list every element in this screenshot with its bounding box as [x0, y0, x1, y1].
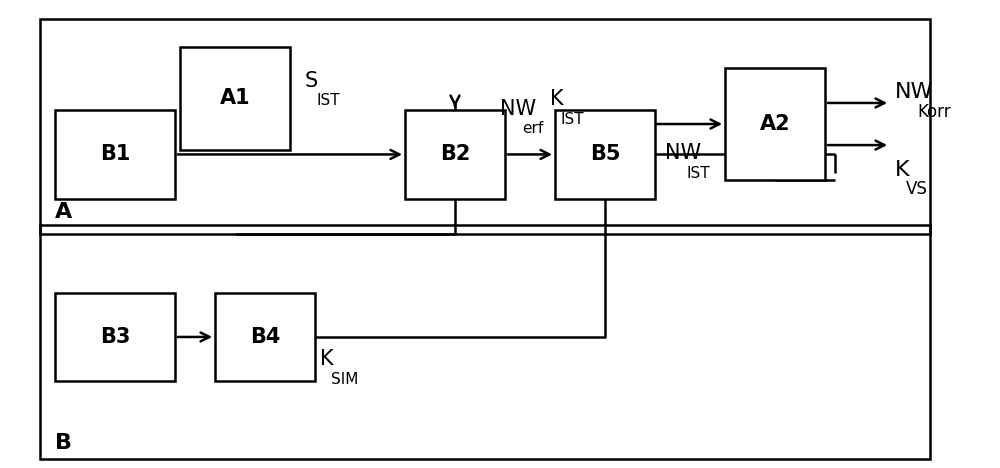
Bar [55, 292, 175, 381]
Text: NW: NW [500, 99, 536, 119]
Text: B1: B1 [100, 145, 130, 164]
Bar [180, 47, 290, 150]
Text: K: K [550, 89, 564, 110]
Text: SIM: SIM [331, 372, 358, 387]
Text: K: K [320, 349, 334, 369]
Bar [40, 19, 930, 234]
Text: erf: erf [522, 121, 543, 136]
Text: S: S [305, 71, 318, 91]
Text: NW: NW [895, 82, 934, 102]
Text: VS: VS [906, 180, 928, 198]
Bar [405, 110, 505, 199]
Text: B: B [55, 433, 72, 453]
Text: B5: B5 [590, 145, 620, 164]
Text: IST: IST [687, 166, 711, 181]
Text: A: A [55, 202, 72, 222]
Text: IST: IST [316, 93, 340, 108]
Bar [555, 110, 655, 199]
Text: B3: B3 [100, 327, 130, 347]
Text: B4: B4 [250, 327, 280, 347]
Text: B2: B2 [440, 145, 470, 164]
Text: IST: IST [561, 112, 585, 127]
Text: NW: NW [665, 143, 701, 163]
Text: Korr: Korr [917, 103, 951, 121]
Bar [215, 292, 315, 381]
Bar [725, 68, 825, 180]
Text: K: K [895, 160, 910, 180]
Bar [40, 225, 930, 459]
Text: A1: A1 [220, 88, 250, 108]
Text: A2: A2 [760, 114, 790, 134]
Bar [55, 110, 175, 199]
